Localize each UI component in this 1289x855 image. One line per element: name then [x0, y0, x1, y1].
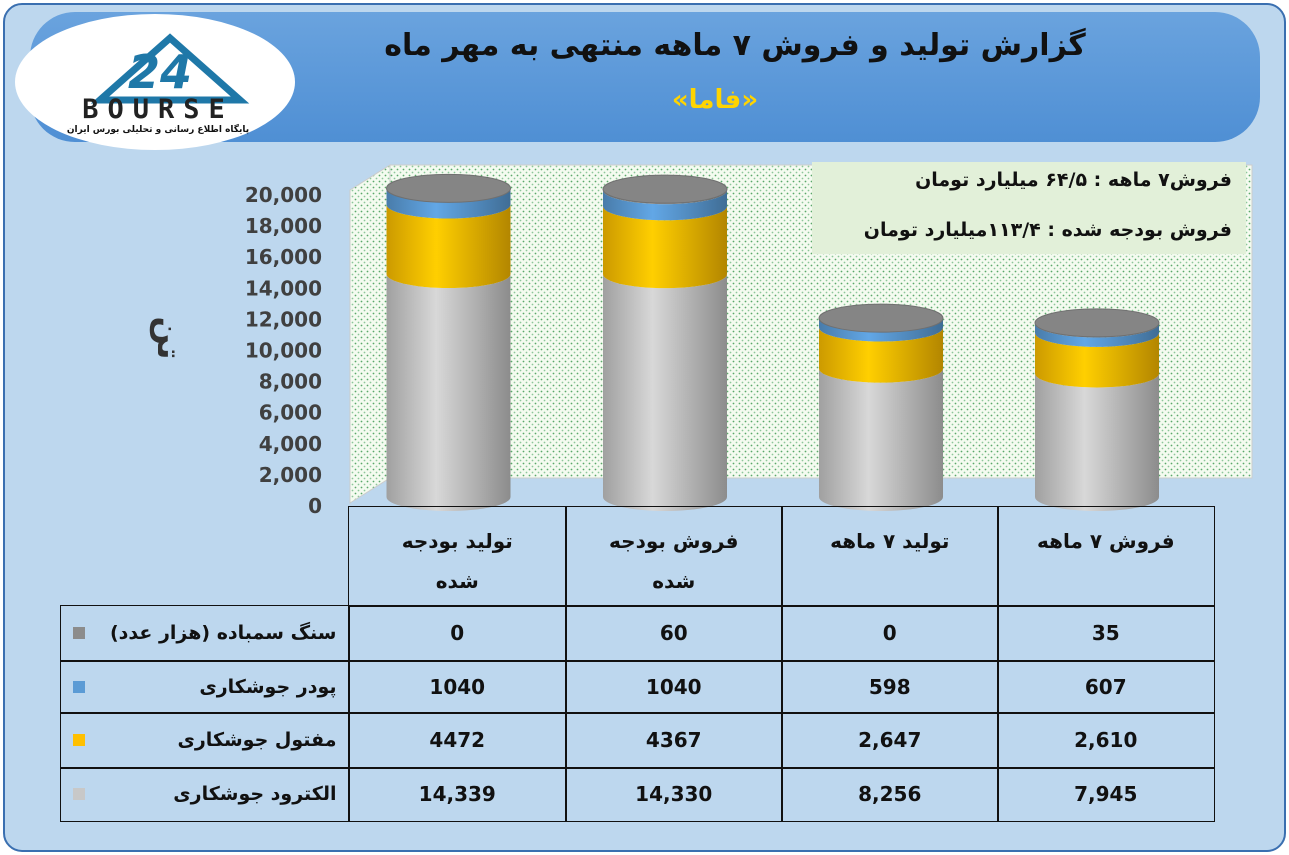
bar	[819, 327, 943, 383]
legend-swatch	[73, 680, 85, 693]
table-value: 4472	[348, 712, 567, 769]
y-tick-label: 4,000	[259, 432, 322, 456]
logo-tagline: پایگاه اطلاع رسانی و تحلیلی بورس ایران	[67, 123, 249, 135]
table-value: 598	[781, 660, 999, 714]
table-value: 8,256	[781, 767, 999, 822]
legend-label: الکترود جوشکاری	[173, 783, 337, 806]
side-wall	[349, 164, 391, 504]
y-tick-label: 0	[308, 494, 322, 518]
table-value: 607	[997, 660, 1215, 714]
legend-swatch	[73, 788, 85, 801]
bar	[603, 274, 727, 511]
logo-name: BOURSE	[82, 94, 234, 125]
table-value: 2,610	[997, 712, 1215, 769]
table-value: 0	[348, 605, 567, 662]
legend-label: پودر جوشکاری	[199, 675, 337, 698]
bar	[819, 368, 943, 511]
legend-item: مفتول جوشکاری	[60, 712, 350, 769]
category-header: فروش ۷ ماهه	[997, 506, 1215, 607]
bar	[386, 204, 511, 289]
annotation: فروش۷ ماهه : ۶۴/۵ میلیارد تومان	[915, 169, 1232, 191]
table-value: 1040	[348, 660, 567, 714]
y-tick-label: 2,000	[259, 463, 322, 487]
bar	[603, 190, 727, 221]
bar	[819, 318, 943, 342]
legend-item: پودر جوشکاری	[60, 660, 350, 714]
table-value: 7,945	[997, 767, 1215, 822]
bar-cap	[602, 174, 728, 204]
table-value: 14,330	[565, 767, 783, 822]
legend-item: الکترود جوشکاری	[60, 767, 350, 822]
logo-bg	[15, 14, 295, 150]
y-tick-label: 14,000	[245, 276, 322, 300]
bar-cap	[386, 173, 511, 203]
legend-swatch	[73, 627, 85, 640]
bar	[386, 274, 511, 511]
annotation: فروش بودجه شده : ۱۱۳/۴میلیارد تومان	[864, 219, 1232, 241]
y-tick-label: 18,000	[245, 214, 322, 238]
bar-cap	[818, 303, 944, 333]
table-value: 0	[781, 605, 999, 662]
bar-cap	[1034, 308, 1160, 338]
category-header: فروش بودجه شده	[565, 506, 783, 607]
table-value: 60	[565, 605, 783, 662]
y-tick-label: 12,000	[245, 307, 322, 331]
banner	[30, 12, 1260, 142]
y-tick-label: 6,000	[259, 401, 322, 425]
category-header: تولید بودجه شده	[348, 506, 567, 607]
chart-subtitle: «فاما»	[672, 85, 758, 115]
y-tick-label: 8,000	[259, 370, 322, 394]
bar	[1035, 373, 1159, 511]
y-tick-label: 20,000	[245, 183, 322, 207]
bar	[386, 188, 511, 219]
legend-label: مفتول جوشکاری	[177, 729, 337, 752]
chart-title: گزارش تولید و فروش ۷ ماهه منتهی به مهر م…	[384, 27, 1086, 63]
y-tick-label: 10,000	[245, 339, 322, 363]
table-value: 4367	[565, 712, 783, 769]
logo-number: 24	[128, 45, 192, 99]
table-value: 14,339	[348, 767, 567, 822]
legend-item: سنگ سمباده (هزار عدد)	[60, 605, 350, 662]
y-tick-label: 16,000	[245, 245, 322, 269]
table-value: 1040	[565, 660, 783, 714]
category-header: تولید ۷ ماهه	[781, 506, 999, 607]
annotation-box	[812, 162, 1246, 254]
legend-label: سنگ سمباده (هزار عدد)	[109, 622, 337, 645]
table-value: 35	[997, 605, 1215, 662]
logo-shape	[90, 33, 250, 104]
legend-swatch	[73, 734, 85, 747]
bar	[603, 206, 727, 289]
bar	[1035, 332, 1159, 388]
bar	[1035, 323, 1159, 347]
y-axis-label: تن	[149, 316, 189, 359]
table-value: 2,647	[781, 712, 999, 769]
